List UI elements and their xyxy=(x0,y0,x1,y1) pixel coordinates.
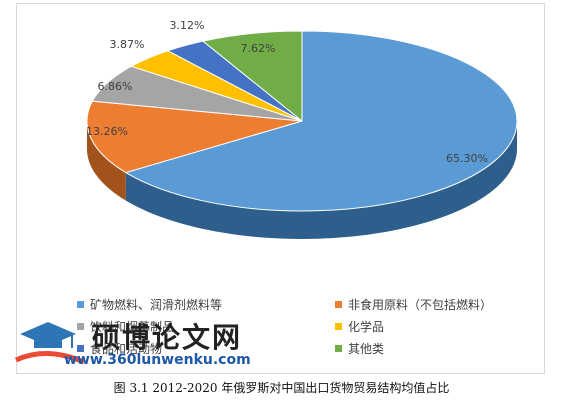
legend-swatch xyxy=(77,344,84,352)
pie-chart: 65.30% 13.26% 6.86% 3.87% 3.12% 7.62% xyxy=(86,19,518,239)
legend-item-4: 食品和活动物 xyxy=(77,340,335,356)
legend-swatch xyxy=(335,344,342,352)
data-label-0: 65.30% xyxy=(446,152,488,165)
data-label-5: 7.62% xyxy=(241,42,276,55)
data-label-1: 13.26% xyxy=(86,125,128,138)
data-label-4: 3.12% xyxy=(170,19,205,32)
data-label-3: 3.87% xyxy=(110,38,145,51)
legend-label: 饮料和烟草制品 xyxy=(90,319,175,334)
legend-item-0: 矿物燃料、润滑剂燃料等 xyxy=(77,296,335,312)
legend-swatch xyxy=(335,300,342,308)
watermark-url: www.360lunwenku.com xyxy=(64,352,251,368)
legend-swatch xyxy=(335,322,342,330)
pie-slice-1 xyxy=(86,100,303,174)
pie-slice-5 xyxy=(201,30,303,123)
legend-item-1: 非食用原料（不包括燃料） xyxy=(335,296,517,312)
legend-item-5: 其他类 xyxy=(335,340,517,356)
legend-swatch xyxy=(77,322,84,330)
watermark-text: 硕博论文网 xyxy=(92,321,243,354)
chart-frame: 65.30% 13.26% 6.86% 3.87% 3.12% 7.62% 矿物燃料、润滑… xyxy=(16,3,545,374)
legend-label: 矿物燃料、润滑剂燃料等 xyxy=(90,297,223,312)
pie-side-1 xyxy=(87,121,126,201)
legend-item-2: 饮料和烟草制品 xyxy=(77,318,335,334)
legend-label: 化学品 xyxy=(348,319,385,334)
chart-legend: 矿物燃料、润滑剂燃料等 非食用原料（不包括燃料） 饮料和烟草制品 化学品食品和活动物 其… xyxy=(77,296,517,356)
legend-label: 其他类 xyxy=(348,341,385,356)
graduation-cap-icon xyxy=(14,322,85,365)
watermark: 硕博论文网 www.360lunwenku.com xyxy=(10,316,270,376)
pie-side-0 xyxy=(125,121,517,239)
legend-label: 食品和活动物 xyxy=(90,341,163,356)
legend-item-3: 化学品 xyxy=(335,318,517,334)
legend-label: 非食用原料（不包括燃料） xyxy=(348,297,493,312)
data-label-2: 6.86% xyxy=(98,80,133,93)
figure-caption: 图 3.1 2012-2020 年俄罗斯对中国出口货物贸易结构均值占比 xyxy=(113,381,450,395)
pie-slice-0 xyxy=(124,30,518,212)
legend-swatch xyxy=(77,300,84,308)
